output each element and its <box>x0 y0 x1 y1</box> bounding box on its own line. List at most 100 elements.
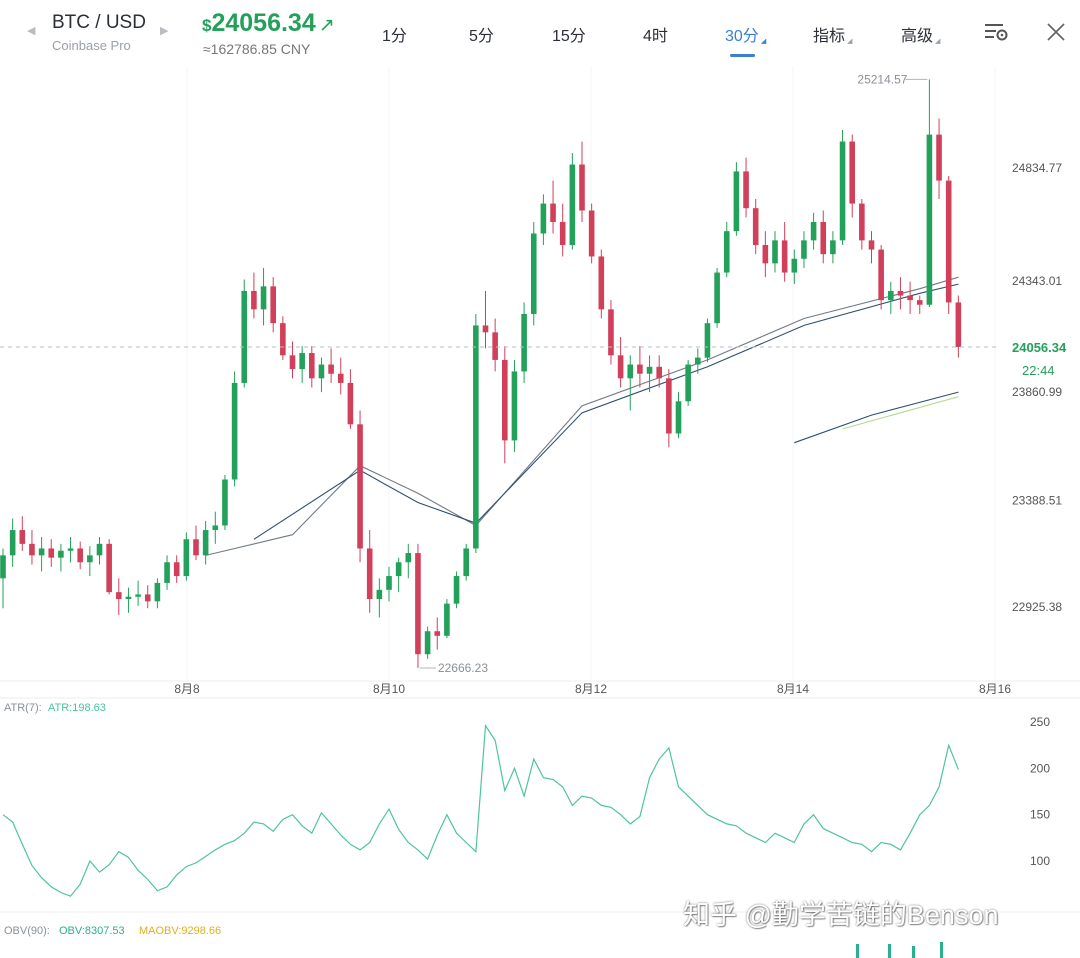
candle-countdown: 22:44 <box>1022 363 1055 378</box>
candle-body <box>511 371 518 441</box>
candle-body <box>801 240 807 259</box>
atr-axis-label: 200 <box>1030 761 1050 775</box>
candle <box>656 355 662 388</box>
tab-1min[interactable]: 1分 <box>382 22 407 46</box>
tab-5min[interactable]: 5分 <box>469 22 494 46</box>
tab-advanced[interactable]: 高级 ◢ <box>901 22 940 46</box>
main-grid <box>186 66 996 681</box>
candle-body <box>405 553 412 563</box>
candle-body <box>781 240 788 273</box>
candle-body <box>87 555 93 563</box>
candle-body <box>762 244 769 264</box>
candle-body <box>299 353 305 370</box>
candle-body <box>627 364 634 379</box>
candle-body <box>0 555 6 579</box>
candle-body <box>106 543 112 593</box>
candle <box>164 555 170 590</box>
candle-body <box>868 240 875 250</box>
atr-indicator-value: ATR:198.63 <box>48 702 106 714</box>
candle-body <box>309 353 315 379</box>
candle-body <box>96 543 103 556</box>
chevron-left-icon[interactable]: ◀ <box>27 25 36 37</box>
price-value: 24056.34 <box>211 9 316 37</box>
trading-pair[interactable]: BTC / USD <box>52 12 146 33</box>
atr-axis-label: 150 <box>1030 808 1050 822</box>
tab-30min[interactable]: 30分 ◢ <box>725 22 766 46</box>
chart-settings-icon[interactable] <box>983 21 1009 48</box>
candle <box>405 543 412 579</box>
candle <box>897 277 904 310</box>
candle <box>714 267 720 328</box>
candle <box>608 300 614 365</box>
candle <box>579 141 585 222</box>
candle-body <box>714 272 720 324</box>
candle-body <box>144 594 151 602</box>
candle-body <box>791 258 798 273</box>
candle <box>820 210 827 264</box>
candle <box>67 536 74 563</box>
candle-body <box>347 382 354 425</box>
candle <box>810 212 817 250</box>
obv-bars <box>856 942 943 958</box>
candle-body <box>154 582 161 602</box>
candle-body <box>772 240 778 264</box>
candle <box>453 571 460 609</box>
tab-label: 15分 <box>552 28 586 45</box>
candle-body <box>19 530 26 544</box>
tab-4h[interactable]: 4时 <box>643 22 668 46</box>
candle <box>193 525 199 560</box>
candle-body <box>810 221 817 241</box>
candle-body <box>125 596 132 600</box>
tab-15min[interactable]: 15分 <box>552 22 586 46</box>
candle <box>723 221 730 278</box>
candle <box>9 518 16 567</box>
candle-body <box>820 221 827 255</box>
candle-body <box>116 592 122 600</box>
candle <box>801 231 807 268</box>
tab-label: 30分 <box>725 28 759 45</box>
candle <box>772 231 778 273</box>
candle <box>550 180 556 234</box>
candle-body <box>656 366 662 379</box>
candle-body <box>733 171 740 232</box>
candle <box>752 198 759 255</box>
candle <box>270 277 276 333</box>
candle <box>347 369 354 429</box>
candle <box>473 313 479 554</box>
candle <box>569 153 576 250</box>
tab-label: 指标 <box>813 28 846 45</box>
candle-body <box>888 290 894 301</box>
candle-body <box>743 171 749 209</box>
candle <box>173 555 180 583</box>
candle-body <box>241 290 248 383</box>
candle <box>781 221 788 282</box>
candle <box>280 316 286 360</box>
tab-indicators[interactable]: 指标 ◢ <box>813 22 852 46</box>
current-price-tag: 24056.34 22:44 <box>1002 336 1080 379</box>
chevron-right-icon[interactable]: ▶ <box>160 25 169 37</box>
candle-body <box>48 548 55 558</box>
candle-body <box>540 203 547 234</box>
candle <box>202 520 209 565</box>
close-icon[interactable] <box>1045 21 1067 48</box>
candle-body <box>588 210 595 257</box>
candle <box>695 348 701 374</box>
candlestick-series <box>0 79 962 669</box>
tab-label: 4时 <box>643 28 668 45</box>
time-axis-label: 8月12 <box>575 682 607 696</box>
candle <box>617 336 624 388</box>
price-axis-label: 22925.38 <box>1012 600 1062 614</box>
candle <box>878 244 884 310</box>
obv-indicator-value: OBV:8307.53 <box>59 925 125 937</box>
candle-body <box>473 325 479 549</box>
time-axis-label: 8月14 <box>777 682 809 696</box>
candle-body <box>444 603 450 636</box>
high-low-markers: 25214.57 22666.23 <box>419 72 928 675</box>
time-axis-label: 8月8 <box>174 682 200 696</box>
candle-body <box>424 631 431 655</box>
candle <box>318 357 325 393</box>
candle-body <box>646 366 653 374</box>
candle <box>125 587 132 613</box>
candle-body <box>357 424 363 549</box>
